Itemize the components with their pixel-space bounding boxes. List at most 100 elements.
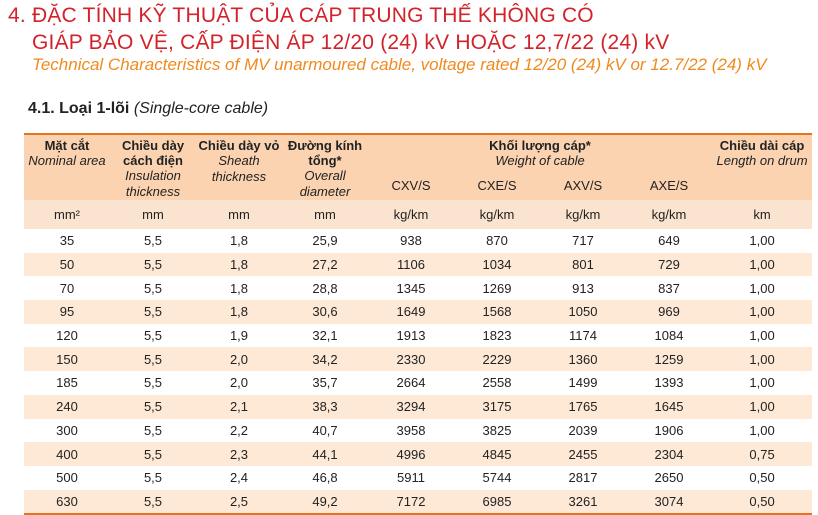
table-cell: 1345 [368, 276, 454, 301]
table-cell: 3825 [454, 418, 540, 443]
table-row: 95 5,5 1,8 30,6 1649 1568 1050 969 1,00 [24, 300, 813, 324]
table-cell: 2304 [626, 442, 713, 466]
unit-cell: kg/km [626, 200, 713, 229]
table-cell: 5,5 [110, 371, 196, 395]
area-header-vn: Mặt cắt [44, 138, 90, 153]
table-row: 35 5,5 1,8 25,9 938 870 717 649 1,00 [24, 229, 813, 253]
table-cell: 1084 [626, 323, 713, 348]
section-title: 4.1. Loại 1-lõi (Single-core cable) [28, 100, 268, 118]
unit-cell: kg/km [368, 200, 454, 229]
table-cell: 1,00 [712, 371, 813, 395]
table-cell: 44,1 [282, 442, 368, 466]
sheath-header-en: Sheath thickness [211, 153, 267, 184]
table-cell: 649 [626, 229, 713, 253]
table-cell: 1913 [368, 323, 454, 348]
table-cell: 1,00 [712, 229, 813, 253]
table-cell: 2330 [368, 347, 454, 372]
header-row: Mặt cắt Nominal area Chiều dày cách điện… [24, 134, 813, 199]
table-cell: 1,00 [712, 347, 813, 372]
diameter-header-vn: Đường kính tổng* [287, 138, 363, 168]
table-cell: 25,9 [282, 229, 368, 253]
table-cell: 1259 [626, 347, 713, 372]
table-cell: 70 [24, 276, 110, 301]
area-header-en: Nominal area [28, 153, 106, 168]
table-row: 70 5,5 1,8 28,8 1345 1269 913 837 1,00 [24, 276, 813, 301]
table-cell: 1499 [540, 371, 626, 395]
table-cell: 2455 [540, 442, 626, 466]
table-cell: 34,2 [282, 347, 368, 372]
table-cell: 969 [626, 300, 713, 324]
table-cell: 4845 [454, 442, 540, 466]
table-cell: 240 [24, 394, 110, 419]
table-row: 240 5,5 2,1 38,3 3294 3175 1765 1645 1,00 [24, 394, 813, 419]
col-weight-header: Khối lượng cáp* Weight of cable [368, 134, 712, 170]
weight-header-vn: Khối lượng cáp* [489, 138, 591, 153]
table-cell: 38,3 [282, 394, 368, 419]
table-cell: 1269 [454, 276, 540, 301]
table-cell: 3294 [368, 394, 454, 419]
table-cell: 0,50 [712, 465, 813, 490]
table-cell: 837 [626, 276, 713, 301]
table-cell: 2650 [626, 465, 713, 490]
table-row: 150 5,5 2,0 34,2 2330 2229 1360 1259 1,00 [24, 347, 813, 372]
sheath-header-vn: Chiều dày vỏ [198, 138, 280, 153]
table-cell: 1,00 [712, 276, 813, 301]
table-cell: 0,75 [712, 442, 813, 466]
table-cell: 1,8 [196, 229, 282, 253]
table-cell: 1,00 [712, 418, 813, 443]
heading-line-2: GIÁP BẢO VỆ, CẤP ĐIỆN ÁP 12/20 (24) kV H… [32, 31, 670, 54]
length-header-vn: Chiều dài cáp [719, 138, 805, 153]
table-cell: 2229 [454, 347, 540, 372]
table-cell: 46,8 [282, 465, 368, 490]
unit-cell: kg/km [540, 200, 626, 229]
table-cell: 2558 [454, 371, 540, 395]
table-cell: 35,7 [282, 371, 368, 395]
table-cell: 95 [24, 300, 110, 324]
table-cell: 1,9 [196, 323, 282, 348]
table-cell: 32,1 [282, 323, 368, 348]
col-axv-header: AXV/S [563, 177, 603, 193]
table-cell: 1765 [540, 394, 626, 419]
unit-cell: mm [282, 200, 368, 229]
table-cell: 4996 [368, 442, 454, 466]
table-cell: 1050 [540, 300, 626, 324]
table-row: 120 5,5 1,9 32,1 1913 1823 1174 1084 1,00 [24, 323, 813, 348]
table-cell: 5,5 [110, 442, 196, 466]
diameter-header-en: Overall diameter [299, 168, 351, 199]
col-length-header: Chiều dài cáp Length on drum [712, 134, 812, 200]
table-cell: 2,2 [196, 418, 282, 443]
table-cell: 30,6 [282, 300, 368, 324]
table-cell: 1,00 [712, 323, 813, 348]
table-cell: 5,5 [110, 323, 196, 348]
table-cell: 1034 [454, 252, 540, 277]
unit-cell: km [712, 200, 813, 229]
table-row: 50 5,5 1,8 27,2 1106 1034 801 729 1,00 [24, 252, 813, 277]
table-cell: 2,1 [196, 394, 282, 419]
table-cell: 150 [24, 347, 110, 372]
col-insulation-header: Chiều dày cách điện Insulation thickness [110, 134, 196, 200]
table-cell: 50 [24, 252, 110, 277]
table-cell: 913 [540, 276, 626, 301]
table-cell: 1174 [540, 323, 626, 348]
page-heading: 4. ĐẶC TÍNH KỸ THUẬT CỦA CÁP TRUNG THẾ K… [8, 2, 808, 56]
table-cell: 120 [24, 323, 110, 348]
table-cell: 801 [540, 252, 626, 277]
table-cell: 870 [454, 229, 540, 253]
table-cell: 185 [24, 371, 110, 395]
table-cell: 5,5 [110, 394, 196, 419]
table-cell: 5,5 [110, 347, 196, 372]
table-row: 400 5,5 2,3 44,1 4996 4845 2455 2304 0,75 [24, 442, 813, 466]
table-cell: 1360 [540, 347, 626, 372]
table-cell: 40,7 [282, 418, 368, 443]
table-cell: 5,5 [110, 229, 196, 253]
table-cell: 35 [24, 229, 110, 253]
insulation-header-vn: Chiều dày cách điện [121, 138, 185, 168]
unit-cell: kg/km [454, 200, 540, 229]
table-cell: 717 [540, 229, 626, 253]
col-cxv-header: CXV/S [391, 177, 431, 193]
table-cell: 1,00 [712, 300, 813, 324]
table-cell: 28,8 [282, 276, 368, 301]
col-axe-header: AXE/S [649, 177, 689, 193]
insulation-header-en: Insulation thickness [125, 168, 181, 199]
table-cell: 300 [24, 418, 110, 443]
